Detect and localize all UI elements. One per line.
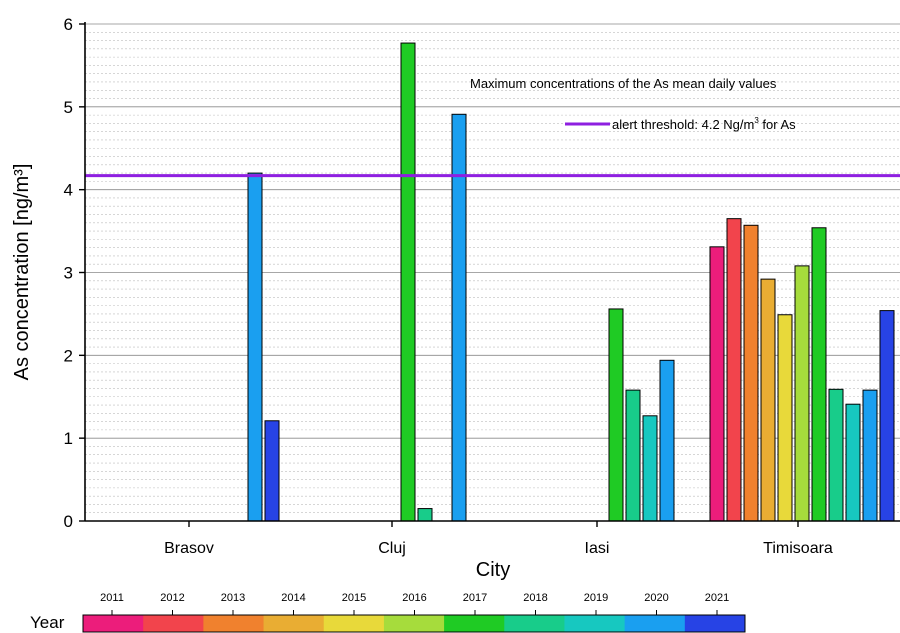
y-tick-labels: 0 1 2 3 4 5 6 [64, 15, 85, 531]
x-tick-label-iasi: Iasi [585, 540, 610, 557]
y-tick-label: 3 [64, 264, 73, 283]
colorbar-segment-2013 [203, 615, 265, 632]
y-tick-label: 6 [64, 15, 73, 34]
bar-brasov-2020 [247, 172, 263, 522]
legend-threshold-label: alert threshold: 4.2 Ng/m3 for As [612, 116, 796, 132]
colorbar-label-2016: 2016 [402, 592, 426, 604]
colorbar-segment-2018 [504, 615, 565, 632]
colorbar-label-2018: 2018 [523, 592, 547, 604]
colorbar-segment-2021 [684, 615, 746, 632]
bar-timisoara-2014 [760, 278, 776, 522]
chart-title: Maximum concentrations of the As mean da… [470, 76, 777, 91]
colorbar-label-2015: 2015 [342, 592, 366, 604]
colorbar-segment-2014 [263, 615, 325, 632]
colorbar-label-2020: 2020 [644, 592, 668, 604]
bars [247, 42, 895, 522]
y-tick-label: 4 [64, 181, 73, 200]
colorbar-segment-2017 [444, 615, 505, 632]
x-axis-title: City [476, 559, 510, 581]
x-tick-label-brasov: Brasov [164, 540, 214, 557]
y-tick-label: 0 [64, 512, 73, 531]
bar-timisoara-2013 [743, 224, 759, 522]
colorbar-title: Year [30, 613, 65, 632]
colorbar-segment-2020 [624, 615, 686, 632]
x-tick-label-timisoara: Timisoara [763, 540, 833, 557]
colorbar-segment-2012 [143, 615, 204, 632]
y-tick-label: 2 [64, 346, 73, 365]
bar-timisoara-2019 [845, 403, 861, 522]
bar-iasi-2017 [608, 308, 624, 522]
bar-timisoara-2018 [828, 388, 844, 522]
y-tick-label: 1 [64, 429, 73, 448]
bar-timisoara-2016 [794, 265, 810, 522]
y-axis-title: As concentration [ng/m³] [11, 164, 33, 381]
colorbar-label-2011: 2011 [100, 592, 124, 604]
bar-iasi-2020 [659, 359, 675, 522]
x-tick-label-cluj: Cluj [378, 540, 406, 557]
colorbar-label-2013: 2013 [221, 592, 245, 604]
bar-cluj-2018 [417, 508, 433, 522]
colorbar-label-2012: 2012 [160, 592, 184, 604]
colorbar-label-2019: 2019 [584, 592, 608, 604]
colorbar-segment-2011 [83, 615, 144, 632]
bar-brasov-2021 [264, 420, 280, 522]
year-colorbar: 2011 2012 2013 2014 2015 2016 2017 2018 2019 2020… [82, 592, 746, 633]
bar-cluj-2017 [400, 42, 416, 522]
bar-timisoara-2012 [726, 218, 742, 522]
colorbar-label-2017: 2017 [463, 592, 487, 604]
x-tick-labels: Brasov Cluj Iasi Timisoara [164, 521, 833, 557]
bar-timisoara-2020 [862, 389, 878, 522]
colorbar-segment-2016 [383, 615, 445, 632]
bar-timisoara-2017 [811, 227, 827, 522]
colorbar-segment-2015 [323, 615, 385, 632]
colorbar-segment-2019 [564, 615, 626, 632]
colorbar-label-2014: 2014 [281, 592, 305, 604]
bar-timisoara-2021 [879, 310, 895, 522]
colorbar-label-2021: 2021 [705, 592, 729, 604]
bar-iasi-2019 [642, 415, 658, 522]
y-tick-label: 5 [64, 98, 73, 117]
bar-timisoara-2015 [777, 314, 793, 522]
bar-timisoara-2011 [709, 246, 725, 522]
bar-iasi-2018 [625, 389, 641, 522]
